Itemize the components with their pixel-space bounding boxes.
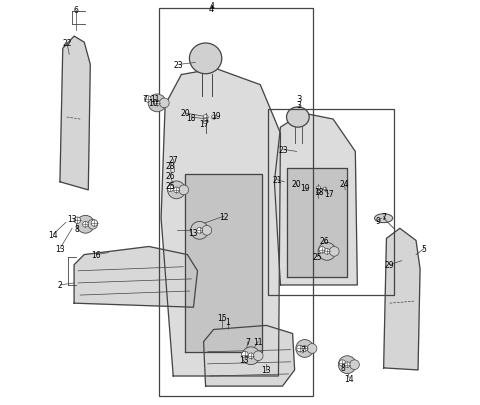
Text: 18: 18: [186, 113, 195, 122]
Text: 19: 19: [300, 184, 310, 193]
Text: 8: 8: [341, 364, 346, 373]
Text: 11: 11: [150, 95, 160, 104]
Text: 1: 1: [226, 317, 230, 326]
Circle shape: [319, 247, 325, 254]
Bar: [159, 9, 313, 396]
Text: 23: 23: [279, 145, 288, 155]
Text: 3: 3: [296, 95, 301, 104]
Circle shape: [302, 346, 308, 352]
Text: 7: 7: [143, 95, 147, 104]
Circle shape: [148, 95, 166, 113]
Text: 18: 18: [314, 188, 324, 197]
Text: 21: 21: [273, 176, 282, 185]
Text: 13: 13: [262, 365, 271, 375]
Circle shape: [318, 243, 336, 261]
Text: 17: 17: [324, 190, 334, 199]
Bar: [268, 110, 394, 295]
Polygon shape: [204, 326, 295, 386]
Text: 23: 23: [174, 61, 183, 70]
Circle shape: [316, 190, 321, 194]
Text: 14: 14: [345, 373, 354, 383]
Text: 8: 8: [75, 224, 80, 233]
Text: 26: 26: [319, 237, 329, 245]
Polygon shape: [185, 174, 262, 352]
Circle shape: [159, 99, 169, 109]
Circle shape: [242, 347, 260, 365]
Circle shape: [154, 101, 160, 107]
Circle shape: [344, 362, 350, 368]
Circle shape: [203, 115, 208, 120]
Text: 10: 10: [148, 99, 158, 108]
Circle shape: [212, 116, 216, 120]
Circle shape: [248, 353, 254, 359]
Text: 16: 16: [92, 250, 101, 260]
Text: 26: 26: [166, 172, 175, 181]
Circle shape: [174, 188, 180, 193]
Polygon shape: [74, 247, 197, 307]
Text: 11: 11: [253, 337, 263, 346]
Polygon shape: [161, 69, 280, 376]
Text: 4: 4: [209, 5, 214, 14]
Text: 5: 5: [421, 245, 427, 254]
Text: 28: 28: [166, 162, 175, 171]
Circle shape: [168, 181, 185, 199]
Circle shape: [179, 185, 189, 195]
Text: 13: 13: [189, 228, 198, 237]
Text: 25: 25: [166, 182, 175, 191]
Circle shape: [297, 345, 303, 352]
Circle shape: [316, 186, 321, 190]
Polygon shape: [275, 114, 357, 285]
Circle shape: [307, 344, 317, 354]
Circle shape: [76, 216, 95, 234]
Circle shape: [339, 360, 346, 367]
Text: 20: 20: [180, 109, 190, 118]
Circle shape: [338, 356, 356, 374]
Text: 15: 15: [217, 313, 227, 322]
Text: 20: 20: [291, 180, 300, 189]
Circle shape: [83, 222, 88, 228]
Ellipse shape: [374, 214, 393, 223]
Circle shape: [203, 119, 208, 124]
Circle shape: [144, 96, 151, 103]
Text: 14: 14: [48, 230, 58, 239]
Circle shape: [197, 228, 203, 234]
Text: 4: 4: [209, 2, 214, 11]
Text: 7: 7: [300, 345, 305, 354]
Text: 17: 17: [199, 119, 208, 128]
Text: 6: 6: [74, 6, 79, 15]
Circle shape: [324, 188, 326, 191]
Circle shape: [91, 220, 97, 227]
Polygon shape: [60, 37, 90, 190]
Circle shape: [167, 185, 174, 192]
Circle shape: [329, 247, 339, 257]
Text: 29: 29: [385, 260, 395, 270]
Circle shape: [74, 217, 81, 224]
Circle shape: [191, 222, 208, 240]
Circle shape: [202, 226, 212, 236]
Text: 2: 2: [58, 281, 63, 290]
Text: 13: 13: [55, 245, 65, 254]
Circle shape: [296, 340, 313, 358]
Text: 12: 12: [219, 212, 228, 221]
Circle shape: [253, 351, 263, 361]
Text: 24: 24: [339, 180, 349, 189]
Circle shape: [349, 360, 360, 370]
Circle shape: [324, 249, 330, 255]
Text: 22: 22: [62, 38, 72, 47]
Text: 9: 9: [375, 216, 380, 225]
Text: 7: 7: [246, 337, 251, 346]
Ellipse shape: [287, 108, 309, 128]
Text: 27: 27: [169, 156, 179, 164]
Circle shape: [241, 352, 248, 358]
Text: 25: 25: [312, 252, 322, 262]
Ellipse shape: [190, 44, 222, 75]
Text: 13: 13: [239, 356, 249, 364]
Polygon shape: [384, 229, 420, 370]
Circle shape: [88, 220, 97, 230]
Text: 13: 13: [67, 214, 77, 223]
Text: 19: 19: [211, 111, 220, 120]
Polygon shape: [287, 168, 347, 277]
Text: 3: 3: [296, 101, 301, 110]
Text: 7: 7: [381, 212, 386, 221]
